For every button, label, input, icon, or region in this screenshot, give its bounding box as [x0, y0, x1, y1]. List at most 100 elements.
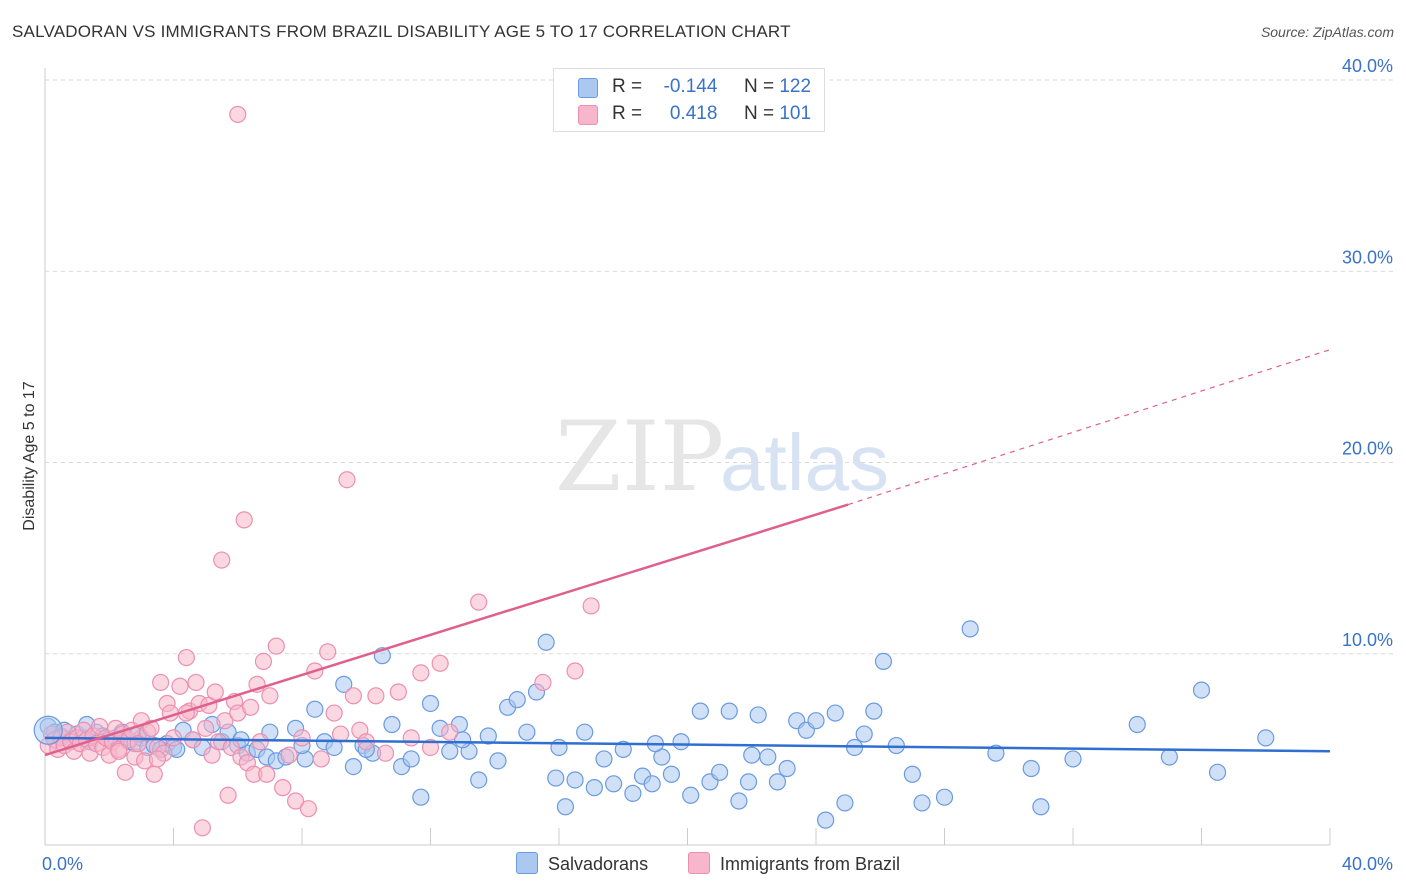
salvadoran-point — [595, 750, 613, 768]
brazil-point — [254, 652, 273, 671]
brazil-point — [441, 723, 459, 741]
salvadoran-point — [913, 794, 931, 812]
salvadoran-point — [1022, 759, 1040, 778]
brazil-point — [187, 673, 205, 692]
brazil-point — [258, 765, 276, 783]
brazil-point — [251, 733, 269, 751]
salvadoran-point — [614, 740, 632, 758]
brazil-point — [267, 637, 285, 655]
brazil-point — [431, 654, 449, 672]
salvadoran-point — [566, 771, 584, 789]
y-tick-label: 30.0% — [1342, 247, 1393, 267]
salvadoran-point — [691, 702, 709, 720]
salvadoran-point — [1208, 763, 1227, 781]
salvadoran-cluster-point — [33, 715, 63, 745]
salvadoran-point — [344, 757, 362, 776]
salvadoran-point — [556, 798, 575, 816]
salvadoran-point — [306, 700, 324, 718]
watermark-zip: ZIP — [555, 401, 724, 513]
salvadoran-point — [518, 723, 536, 741]
data-points — [33, 100, 1275, 837]
brazil-point — [534, 673, 552, 692]
salvadoran-point — [807, 712, 825, 730]
brazil-point — [338, 471, 356, 489]
salvadoran-trend-line — [44, 736, 1331, 753]
salvadoran-point — [479, 727, 497, 745]
salvadoran-point — [489, 752, 507, 770]
salvadoran-point — [817, 811, 835, 829]
brazil-point — [216, 712, 234, 730]
salvadoran-point — [1064, 750, 1082, 768]
brazil-point — [312, 750, 330, 768]
legend-swatch-pink — [578, 105, 598, 125]
legend-swatch-blue — [578, 78, 598, 98]
brazil-point — [299, 800, 318, 818]
salvadoran-point — [441, 742, 459, 760]
salvadoran-point — [550, 738, 568, 757]
y-tick-label: 20.0% — [1342, 439, 1393, 459]
brazil-point — [402, 729, 420, 747]
brazil-point — [145, 765, 163, 783]
salvadoran-point — [1032, 798, 1050, 816]
salvadoran-point — [402, 750, 420, 768]
salvadoran-point — [759, 748, 777, 766]
salvadoran-point — [743, 746, 761, 764]
salvadoran-point — [739, 773, 758, 791]
salvadoran-point — [421, 694, 440, 713]
brazil-point — [171, 677, 189, 695]
legend-swatch-pink — [688, 852, 710, 874]
salvadoran-point — [720, 702, 738, 720]
salvadoran-point — [836, 794, 854, 812]
brazil-point — [219, 786, 237, 804]
bottom-legend-brazil: Immigrants from Brazil — [688, 852, 900, 875]
legend-stats-brazil: R = 0.418 N = 101 — [612, 103, 811, 125]
brazil-point — [229, 105, 247, 124]
brazil-point — [193, 819, 212, 837]
brazil-point — [566, 662, 584, 680]
salvadoran-point — [778, 759, 796, 778]
brazil-point — [319, 643, 337, 661]
brazil-point — [389, 683, 407, 701]
salvadoran-point — [585, 779, 603, 797]
r-value: 0.418 — [669, 103, 718, 124]
trend-lines — [44, 349, 1331, 757]
salvadoran-point — [987, 744, 1005, 762]
salvadoran-point — [470, 771, 488, 789]
salvadoran-point — [961, 620, 979, 638]
brazil-point — [344, 687, 362, 705]
salvadoran-point — [508, 691, 526, 709]
r-label: R = — [612, 103, 643, 124]
n-value: 101 — [779, 103, 812, 124]
axes — [44, 68, 1330, 846]
salvadoran-point — [826, 704, 844, 722]
brazil-trend-line — [44, 503, 849, 757]
salvadoran-point — [624, 784, 642, 802]
source-label: Source: ZipAtlas.com — [1260, 24, 1394, 40]
r-label: R = — [612, 76, 643, 97]
brazil-point — [261, 687, 279, 705]
stats-legend: R = -0.144 N = 122 R = 0.418 N = 101 — [553, 68, 825, 132]
brazil-point — [582, 597, 600, 615]
brazil-point — [197, 719, 215, 737]
salvadoran-point — [730, 792, 748, 810]
salvadoran-point — [768, 773, 787, 791]
brazil-point — [177, 648, 195, 667]
y-axis-label: Disability Age 5 to 17 — [21, 381, 38, 531]
x-tick-label: 40.0% — [1342, 854, 1393, 874]
salvadoran-point — [1257, 729, 1275, 747]
brazil-point — [286, 792, 305, 810]
brazil-point — [235, 511, 253, 529]
salvadoran-point — [643, 775, 661, 793]
brazil-point — [470, 593, 488, 611]
bottom-legend-salvadorans: Salvadorans — [516, 852, 648, 875]
legend-stats-salvadorans: R = -0.144 N = 122 — [612, 76, 811, 98]
salvadoran-point — [412, 788, 430, 806]
brazil-point — [412, 664, 430, 682]
salvadoran-point — [749, 706, 767, 724]
chart-title: SALVADORAN VS IMMIGRANTS FROM BRAZIL DIS… — [12, 22, 791, 41]
salvadoran-point — [576, 723, 594, 741]
salvadoran-point — [1128, 715, 1146, 734]
salvadoran-point — [383, 715, 401, 734]
salvadoran-point — [903, 765, 921, 783]
